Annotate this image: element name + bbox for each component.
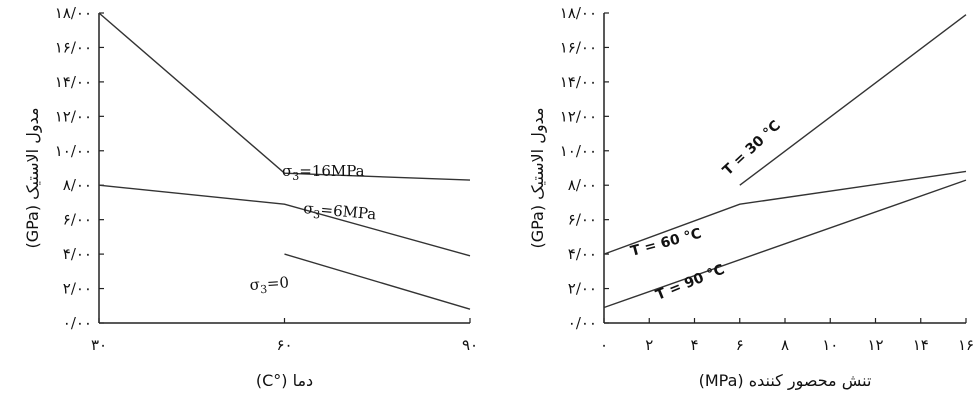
y-tick-label: ۱۰/۰۰ xyxy=(55,142,92,160)
series-label-1: T = 30 °C xyxy=(720,118,784,179)
y-tick-label: ۱۶/۰۰ xyxy=(560,38,597,56)
x-tick-label: ۲ xyxy=(645,336,653,354)
y-axis-title: مدول الاستیک (GPa) xyxy=(528,107,548,248)
series-line-3 xyxy=(603,179,967,309)
series-line-1 xyxy=(98,12,471,181)
y-tick-label: ۲/۰۰ xyxy=(568,280,597,298)
series-line-3 xyxy=(284,253,471,310)
x-tick-label: ۰ xyxy=(600,336,608,354)
chart-confining-stress: ۰/۰۰ ۲/۰۰ ۴/۰۰ ۶/۰۰ ۸/۰۰ ۱۰/۰۰ ۱۲/۰۰ ۱۴/۰۰ ۱۶/۰۰… xyxy=(528,4,974,391)
x-tick-label: ۱۲ xyxy=(867,336,883,354)
y-tick-label: ۸/۰۰ xyxy=(568,176,597,194)
series-line-2 xyxy=(98,184,471,257)
x-tick-label: ۹۰ xyxy=(462,336,478,354)
y-tick-label: ۱۴/۰۰ xyxy=(560,73,597,91)
y-tick-label: ۱۰/۰۰ xyxy=(560,142,597,160)
series-label-3: σ3=0 xyxy=(249,273,290,297)
y-tick-label: ۶/۰۰ xyxy=(63,211,92,229)
series-label-1: σ3=16MPa xyxy=(282,162,365,183)
y-tick-label: ۱۲/۰۰ xyxy=(55,107,92,125)
x-tick-label: ۱۴ xyxy=(913,336,929,354)
y-tick-label: ۱۶/۰۰ xyxy=(55,38,92,56)
series-label-3: T = 90 °C xyxy=(654,262,727,304)
chart-temperature: ۰/۰۰ ۲/۰۰ ۴/۰۰ ۶/۰۰ ۸/۰۰ ۱۰/۰۰ ۱۲/۰۰ ۱۴/۰۰ ۱۶/۰۰… xyxy=(23,4,478,390)
y-tick-label: ۱۲/۰۰ xyxy=(560,107,597,125)
x-tick-label: ۱۰ xyxy=(822,336,838,354)
x-tick-label: ۶ xyxy=(736,336,744,354)
y-tick-label: ۶/۰۰ xyxy=(568,211,597,229)
y-axis-title: مدول الاستیک (GPa) xyxy=(23,107,43,248)
series-line-1 xyxy=(739,14,967,186)
y-tick-label: ۲/۰۰ xyxy=(63,280,92,298)
x-tick-label: ۴ xyxy=(690,336,698,354)
y-tick-label: ۰/۰۰ xyxy=(568,314,597,332)
series-label-2: σ3=6MPa xyxy=(302,199,377,226)
y-tick-label: ۱۴/۰۰ xyxy=(55,73,92,91)
y-tick-label: ۴/۰۰ xyxy=(568,245,597,263)
x-tick-label: ۶۰ xyxy=(276,336,292,354)
x-axis-title: تنش محصور کننده (MPa) xyxy=(699,371,872,391)
y-tick-label: ۱۸/۰۰ xyxy=(560,4,597,22)
x-axis-title: دما (°C) xyxy=(256,371,313,390)
x-tick-label: ۱۶ xyxy=(958,336,974,354)
x-tick-label: ۳۰ xyxy=(91,336,107,354)
x-tick-label: ۸ xyxy=(781,336,789,354)
y-tick-label: ۴/۰۰ xyxy=(63,245,92,263)
y-tick-label: ۰/۰۰ xyxy=(63,314,92,332)
series-line-2 xyxy=(603,170,967,255)
y-tick-label: ۱۸/۰۰ xyxy=(55,4,92,22)
y-tick-label: ۸/۰۰ xyxy=(63,176,92,194)
